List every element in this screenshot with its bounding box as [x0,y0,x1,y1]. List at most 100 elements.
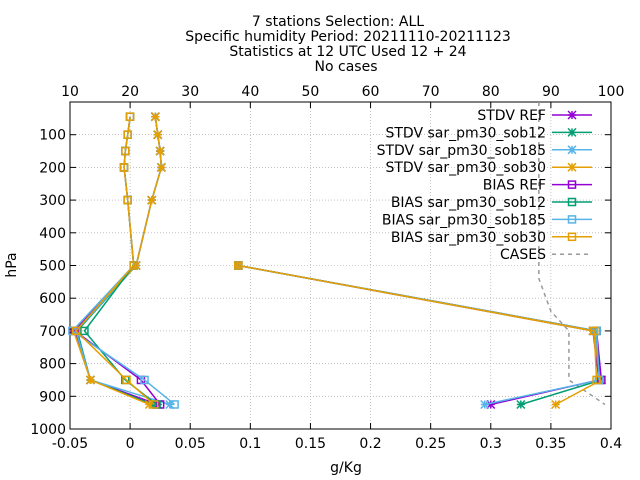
x2-tick-label: 20 [121,84,139,100]
legend-label: STDV sar_pm30_sob12 [385,125,546,141]
legend-label: BIAS sar_pm30_sob185 [382,212,546,228]
data-point-square [121,146,130,156]
series-line [75,116,171,406]
title-line-4: No cases [315,59,378,75]
data-point-square [567,197,577,207]
y-tick-label: 1000 [30,422,66,438]
x2-tick-label: 40 [241,84,259,100]
legend-label: CASES [500,247,546,263]
star-stroke [567,145,577,155]
y-tick-label: 500 [39,259,66,275]
star-stroke [153,130,163,140]
series-line [74,116,155,406]
x-tick-label: 0.05 [175,436,206,452]
data-point-square [567,232,577,242]
data-point-square [80,326,89,336]
legend-label: STDV sar_pm30_sob185 [377,143,546,159]
x2-tick-label: 30 [181,84,199,100]
data-point-square [149,400,159,409]
series-line [238,264,603,406]
series-line [83,116,158,406]
data-point-star [156,162,166,172]
x-tick-label: 0 [126,436,135,452]
series-layer [68,102,606,410]
star-stroke [150,112,160,122]
data-point-star [516,399,526,410]
series-branch-0 [233,260,604,410]
star-stroke [567,162,577,172]
x2-tick-label: 100 [598,84,625,100]
y-tick-label: 600 [39,291,66,307]
series-bias-sar-pm30-sob30 [71,112,159,409]
series-branch-2 [233,260,605,410]
chart-titles: 7 stations Selection: ALL Specific humid… [185,14,511,75]
star-stroke [85,375,95,385]
legend-item: BIAS sar_pm30_sob12 [391,195,592,211]
legend-item: STDV sar_pm30_sob12 [385,125,592,141]
x-tick-label: -0.05 [52,436,88,452]
x2-tick-label: 90 [542,84,560,100]
y-axis-title: hPa [4,252,20,277]
title-line-2: Specific humidity Period: 20211110-20211… [185,29,511,45]
x2-tick-label: 50 [302,84,320,100]
data-point-square [122,375,131,385]
series-stdv-sar-pm30-sob185 [71,112,175,410]
y-tick-label: 700 [39,324,66,340]
y-tick-label: 200 [39,160,66,176]
legend-item: STDV REF [477,108,592,124]
legend-item: CASES [500,247,592,263]
series-line [71,116,176,406]
data-point-square [567,180,577,189]
star-stroke [131,260,141,271]
y-tick-label: 300 [39,193,66,209]
x2-tick-label: 80 [482,84,500,100]
data-point-star [567,145,577,155]
star-stroke [147,195,157,205]
series-branch-1 [233,260,606,410]
x-tick-label: 0.2 [359,436,381,452]
title-line-1: 7 stations Selection: ALL [252,14,424,30]
y-tick-label: 400 [39,226,66,242]
x-tick-label: 0.1 [239,436,261,452]
data-point-star [85,375,95,385]
axis-ticks: -0.05 0 0.05 0.1 0.15 0.2 0.25 0.3 0.35 0.4 10 20 30… [30,84,624,452]
x2-tick-label: 10 [61,84,79,100]
data-point-square [567,215,577,224]
data-point-star [567,110,577,120]
data-point-square [129,261,138,270]
series-branch-3 [233,260,606,410]
series-line [538,102,606,406]
series-cases [538,102,606,406]
data-point-star [567,127,577,137]
legend-item: STDV sar_pm30_sob30 [385,160,592,176]
legend-label: BIAS REF [483,178,546,194]
x-tick-label: 0.15 [295,436,326,452]
legend-label: STDV sar_pm30_sob30 [385,160,546,176]
star-stroke [567,127,577,137]
y-tick-label: 800 [39,357,66,373]
x-tick-label: 0.25 [415,436,446,452]
legend-label: BIAS sar_pm30_sob12 [391,195,546,211]
data-point-square [170,400,179,409]
x-tick-label: 0.35 [535,436,566,452]
legend-item: STDV sar_pm30_sob185 [377,143,592,159]
star-stroke [156,162,166,172]
legend-item: BIAS sar_pm30_sob30 [391,230,592,246]
star-stroke [480,399,490,410]
data-point-square [125,112,135,121]
data-point-star [567,162,577,172]
data-point-square [592,375,601,385]
data-point-star [155,146,165,156]
x-tick-label: 0.4 [600,436,622,452]
data-point-star [153,130,163,140]
data-point-star [150,112,160,122]
series-stdv-sar-pm30-sob30 [69,112,166,410]
x2-tick-label: 60 [362,84,380,100]
star-stroke [567,110,577,120]
data-point-square [123,130,132,139]
x2-tick-label: 70 [422,84,440,100]
series-line [238,264,603,406]
data-point-square [234,261,243,270]
series-line [238,264,600,406]
